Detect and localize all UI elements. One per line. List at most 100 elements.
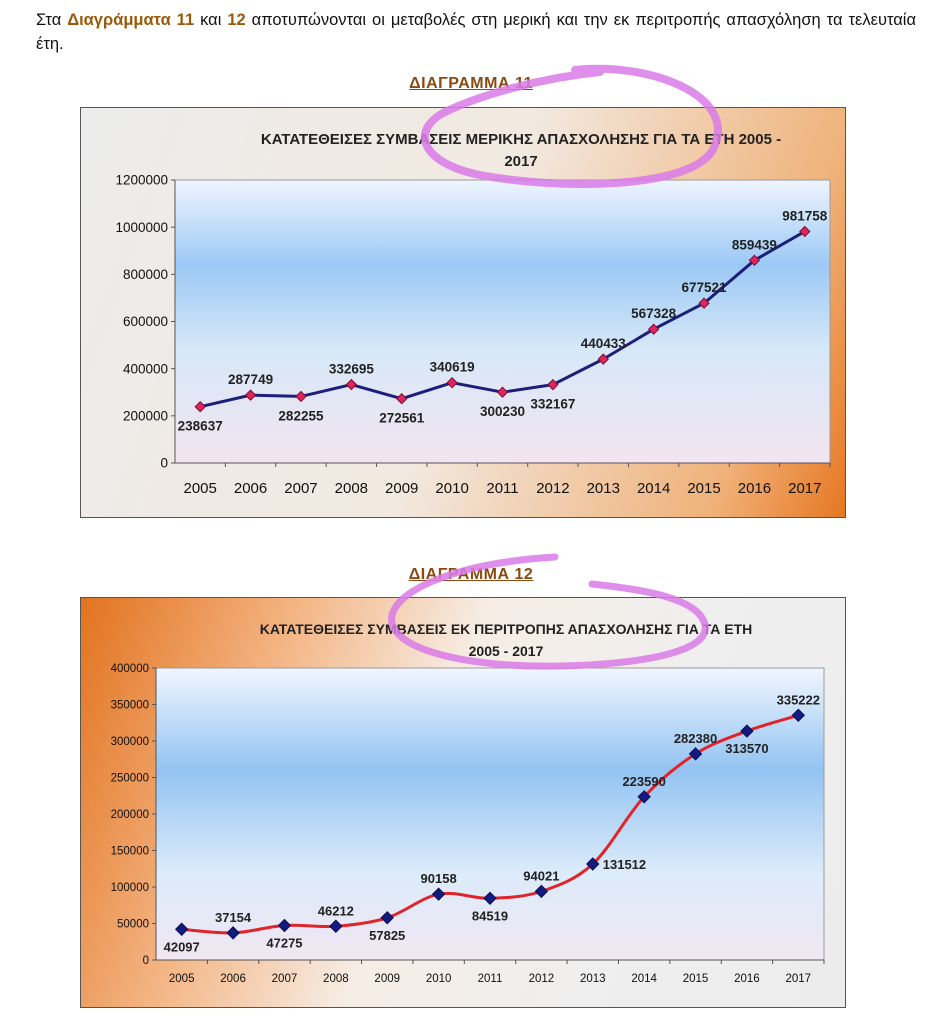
intro-paragraph: Στα Διαγράμματα 11 και 12 αποτυπώνονται … — [36, 8, 916, 56]
data-label: 238637 — [178, 419, 223, 434]
intro-text-2: και — [194, 11, 228, 29]
y-tick-label: 400000 — [123, 361, 168, 376]
data-point-marker — [534, 884, 549, 899]
data-point-marker — [647, 323, 660, 335]
data-point-marker — [586, 857, 600, 871]
diagram-12-caption: ΔΙΑΓΡΑΜΜΑ 12 — [408, 566, 534, 583]
x-tick-label: 2017 — [786, 973, 812, 985]
y-tick-label: 200000 — [111, 809, 149, 821]
y-tick-label: 0 — [160, 456, 168, 471]
data-point-marker — [791, 708, 806, 722]
x-tick-label: 2009 — [385, 480, 418, 497]
x-tick-label: 2005 — [169, 973, 195, 985]
diagram-11-caption: ΔΙΑΓΡΑΜΜΑ 11 — [409, 75, 533, 92]
data-point-marker — [431, 887, 446, 901]
data-label: 282380 — [674, 731, 717, 746]
data-point-marker — [380, 911, 394, 925]
x-tick-label: 2017 — [788, 480, 821, 497]
data-label: 84519 — [472, 908, 508, 923]
data-point-marker — [396, 393, 408, 405]
x-tick-label: 2008 — [335, 480, 368, 497]
x-tick-label: 2008 — [323, 973, 349, 985]
x-tick-label: 2012 — [529, 973, 555, 985]
x-tick-label: 2015 — [683, 973, 709, 985]
data-label: 440433 — [581, 336, 627, 351]
x-tick-label: 2006 — [220, 973, 246, 985]
y-tick-label: 600000 — [123, 314, 168, 329]
data-point-marker — [597, 353, 609, 365]
x-tick-label: 2006 — [234, 480, 267, 497]
data-label: 90158 — [421, 871, 457, 886]
data-label: 42097 — [164, 939, 200, 954]
data-point-marker — [740, 724, 754, 738]
y-tick-label: 100000 — [111, 882, 149, 894]
data-label: 300230 — [480, 404, 525, 419]
data-label: 94021 — [523, 868, 559, 883]
data-point-marker — [799, 225, 811, 238]
y-tick-label: 250000 — [111, 773, 149, 785]
y-tick-label: 50000 — [117, 919, 149, 931]
x-tick-label: 2016 — [734, 973, 760, 985]
data-label: 677521 — [682, 280, 728, 295]
data-point-marker — [226, 926, 240, 940]
intro-highlight-12: 12 — [227, 11, 246, 29]
x-tick-label: 2005 — [184, 480, 217, 497]
x-tick-label: 2015 — [687, 480, 720, 497]
data-point-marker — [698, 297, 710, 309]
data-point-marker — [688, 747, 703, 761]
intro-text-1: Στα — [36, 11, 68, 29]
data-point-marker — [174, 922, 189, 936]
x-tick-label: 2012 — [536, 480, 569, 497]
chart-title-line: 2005 - 2017 — [469, 643, 544, 659]
y-tick-label: 1200000 — [115, 173, 168, 188]
x-tick-label: 2013 — [587, 480, 620, 497]
data-label: 332167 — [530, 397, 575, 412]
data-label: 282255 — [278, 408, 324, 423]
x-tick-label: 2007 — [284, 480, 317, 497]
data-label: 859439 — [732, 237, 777, 252]
x-tick-label: 2010 — [435, 480, 468, 497]
y-tick-label: 800000 — [123, 267, 168, 282]
data-label: 313570 — [725, 741, 768, 756]
data-point-marker — [345, 378, 358, 391]
x-tick-label: 2013 — [580, 973, 606, 985]
x-tick-label: 2014 — [631, 973, 657, 985]
y-tick-label: 1000000 — [115, 220, 168, 235]
y-tick-label: 200000 — [123, 409, 168, 424]
data-label: 335222 — [777, 692, 820, 707]
chart-title-line: 2017 — [504, 153, 537, 170]
data-point-marker — [483, 891, 497, 906]
x-tick-label: 2011 — [486, 480, 518, 497]
data-label: 46212 — [318, 903, 354, 918]
data-label: 47275 — [266, 935, 302, 950]
data-point-marker — [329, 919, 343, 933]
data-label: 37154 — [215, 910, 252, 925]
data-point-marker — [748, 254, 761, 267]
data-point-marker — [244, 389, 257, 401]
data-label: 981758 — [782, 208, 828, 223]
chart-title-line: ΚΑΤΑΤΕΘΕΙΣΕΣ ΣΥΜΒΑΣΕΙΣ ΕΚ ΠΕΡΙΤΡΟΠΗΣ ΑΠΑ… — [260, 621, 753, 637]
diagram-12-svg: ΚΑΤΑΤΕΘΕΙΣΕΣ ΣΥΜΒΑΣΕΙΣ ΕΚ ΠΕΡΙΤΡΟΠΗΣ ΑΠΑ… — [111, 621, 825, 985]
y-tick-label: 0 — [143, 955, 149, 967]
data-label: 332695 — [329, 362, 375, 377]
x-tick-label: 2007 — [272, 973, 298, 985]
diagram-11-svg: ΚΑΤΑΤΕΘΕΙΣΕΣ ΣΥΜΒΑΣΕΙΣ ΜΕΡΙΚΗΣ ΑΠΑΣΧΟΛΗΣ… — [115, 131, 831, 497]
x-tick-label: 2010 — [426, 973, 452, 985]
data-point-marker — [277, 918, 292, 933]
y-tick-label: 350000 — [111, 700, 149, 712]
data-point-marker — [446, 376, 458, 389]
plot-area — [174, 179, 831, 464]
y-tick-label: 150000 — [111, 846, 149, 858]
data-label: 340619 — [430, 360, 475, 375]
diagram-11-chart: ΚΑΤΑΤΕΘΕΙΣΕΣ ΣΥΜΒΑΣΕΙΣ ΜΕΡΙΚΗΣ ΑΠΑΣΧΟΛΗΣ… — [80, 107, 846, 518]
data-point-marker — [194, 401, 206, 413]
diagram-12-chart: ΚΑΤΑΤΕΘΕΙΣΕΣ ΣΥΜΒΑΣΕΙΣ ΕΚ ΠΕΡΙΤΡΟΠΗΣ ΑΠΑ… — [80, 597, 846, 1008]
data-label: 567328 — [631, 306, 677, 321]
data-label: 272561 — [379, 411, 425, 426]
x-tick-label: 2009 — [374, 973, 400, 985]
data-label: 223590 — [622, 774, 665, 789]
data-label: 57825 — [369, 928, 405, 943]
x-tick-label: 2011 — [478, 973, 503, 985]
data-point-marker — [295, 390, 307, 403]
chart-title-line: ΚΑΤΑΤΕΘΕΙΣΕΣ ΣΥΜΒΑΣΕΙΣ ΜΕΡΙΚΗΣ ΑΠΑΣΧΟΛΗΣ… — [261, 131, 781, 148]
